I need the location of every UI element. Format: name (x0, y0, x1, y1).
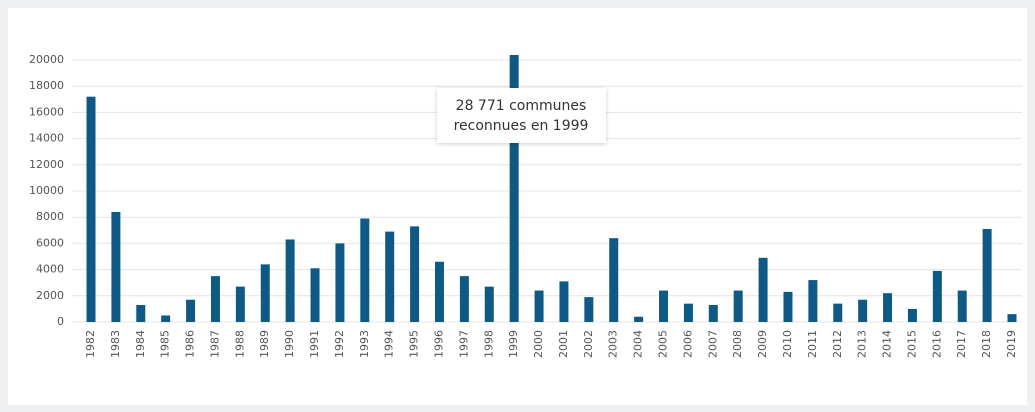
bar (659, 290, 669, 322)
x-tick-label: 1997 (457, 330, 470, 358)
bar (783, 291, 793, 322)
bar (285, 239, 295, 322)
bar (932, 270, 942, 322)
x-tick-label: 1991 (308, 330, 321, 358)
bar (907, 308, 917, 322)
x-tick-label: 1983 (109, 330, 122, 358)
bar (833, 303, 843, 322)
bar (509, 55, 519, 322)
x-tick-label: 2005 (657, 330, 670, 358)
bar (260, 264, 270, 322)
x-tick-label: 2010 (781, 330, 794, 358)
bar (484, 286, 494, 322)
bar (410, 226, 420, 322)
grid (72, 59, 1022, 323)
bar (136, 304, 146, 322)
labels: 0 2000 4000 6000 8000 10000 12000 14000 16000 180… (29, 53, 1018, 358)
x-tick-label: 2006 (681, 330, 694, 358)
x-tick-label: 1986 (184, 330, 197, 358)
x-tick-label: 2014 (881, 330, 894, 358)
y-tick-label: 14000 (29, 132, 64, 145)
x-tick-label: 1982 (84, 330, 97, 358)
x-tick-label: 2001 (557, 330, 570, 358)
bar (434, 261, 444, 322)
annotation: reconnues en 1999 (454, 118, 589, 134)
y-tick-label: 0 (57, 315, 64, 328)
y-tick-label: 6000 (36, 236, 64, 249)
x-tick-label: 2018 (980, 330, 993, 358)
x-tick-label: 2004 (632, 330, 645, 358)
bar (883, 293, 893, 322)
bar (708, 304, 718, 322)
bar (584, 297, 594, 322)
x-tick-label: 2008 (731, 330, 744, 358)
bar (86, 96, 96, 323)
x-tick-label: 2009 (756, 330, 769, 358)
bar (534, 290, 544, 322)
x-tick-label: 2015 (905, 330, 918, 358)
x-tick-label: 2007 (706, 330, 719, 358)
bar (982, 228, 992, 322)
x-tick-label: 2003 (607, 330, 620, 358)
bar (335, 243, 345, 322)
bar (733, 290, 743, 322)
x-tick-label: 1988 (233, 330, 246, 358)
bar (559, 281, 569, 322)
y-tick-label: 8000 (36, 210, 64, 223)
x-tick-label: 1993 (358, 330, 371, 358)
x-tick-label: 1990 (283, 330, 296, 358)
x-tick-label: 2013 (856, 330, 869, 358)
bar (310, 268, 320, 322)
bar (235, 286, 245, 322)
x-tick-label: 2019 (1005, 330, 1018, 358)
x-tick-label: 1989 (258, 330, 271, 358)
bar (210, 276, 220, 322)
bar (385, 231, 395, 322)
x-tick-label: 1992 (333, 330, 346, 358)
x-tick-label: 2012 (831, 330, 844, 358)
bar (360, 218, 370, 322)
x-tick-label: 1985 (159, 330, 172, 358)
bar (161, 315, 171, 322)
x-tick-label: 2000 (532, 330, 545, 358)
y-tick-label: 20000 (29, 53, 64, 66)
x-tick-label: 1987 (208, 330, 221, 358)
bar (634, 316, 644, 322)
bar (808, 280, 818, 322)
bar (683, 303, 693, 322)
y-tick-label: 10000 (29, 184, 64, 197)
bar (1007, 314, 1017, 322)
y-tick-label: 12000 (29, 158, 64, 171)
y-tick-label: 18000 (29, 79, 64, 92)
bar (459, 276, 469, 322)
x-tick-label: 1996 (432, 330, 445, 358)
x-tick-label: 2002 (582, 330, 595, 358)
bar (609, 238, 619, 322)
x-tick-label: 2017 (955, 330, 968, 358)
bar (957, 290, 967, 322)
x-tick-label: 1994 (383, 330, 396, 358)
x-tick-label: 1995 (408, 330, 421, 358)
bar (111, 211, 121, 322)
bar (858, 299, 868, 322)
y-tick-label: 16000 (29, 105, 64, 118)
y-tick-label: 4000 (36, 263, 64, 276)
annotation: 28 771 communes (456, 98, 587, 114)
x-tick-label: 1999 (507, 330, 520, 358)
x-tick-label: 1998 (482, 330, 495, 358)
bar (758, 257, 768, 322)
bars (86, 55, 1017, 323)
annotation-box (437, 88, 606, 143)
x-tick-label: 2016 (930, 330, 943, 358)
bar (186, 299, 196, 322)
x-tick-label: 1984 (134, 330, 147, 358)
y-tick-label: 2000 (36, 289, 64, 302)
x-tick-label: 2011 (806, 330, 819, 358)
